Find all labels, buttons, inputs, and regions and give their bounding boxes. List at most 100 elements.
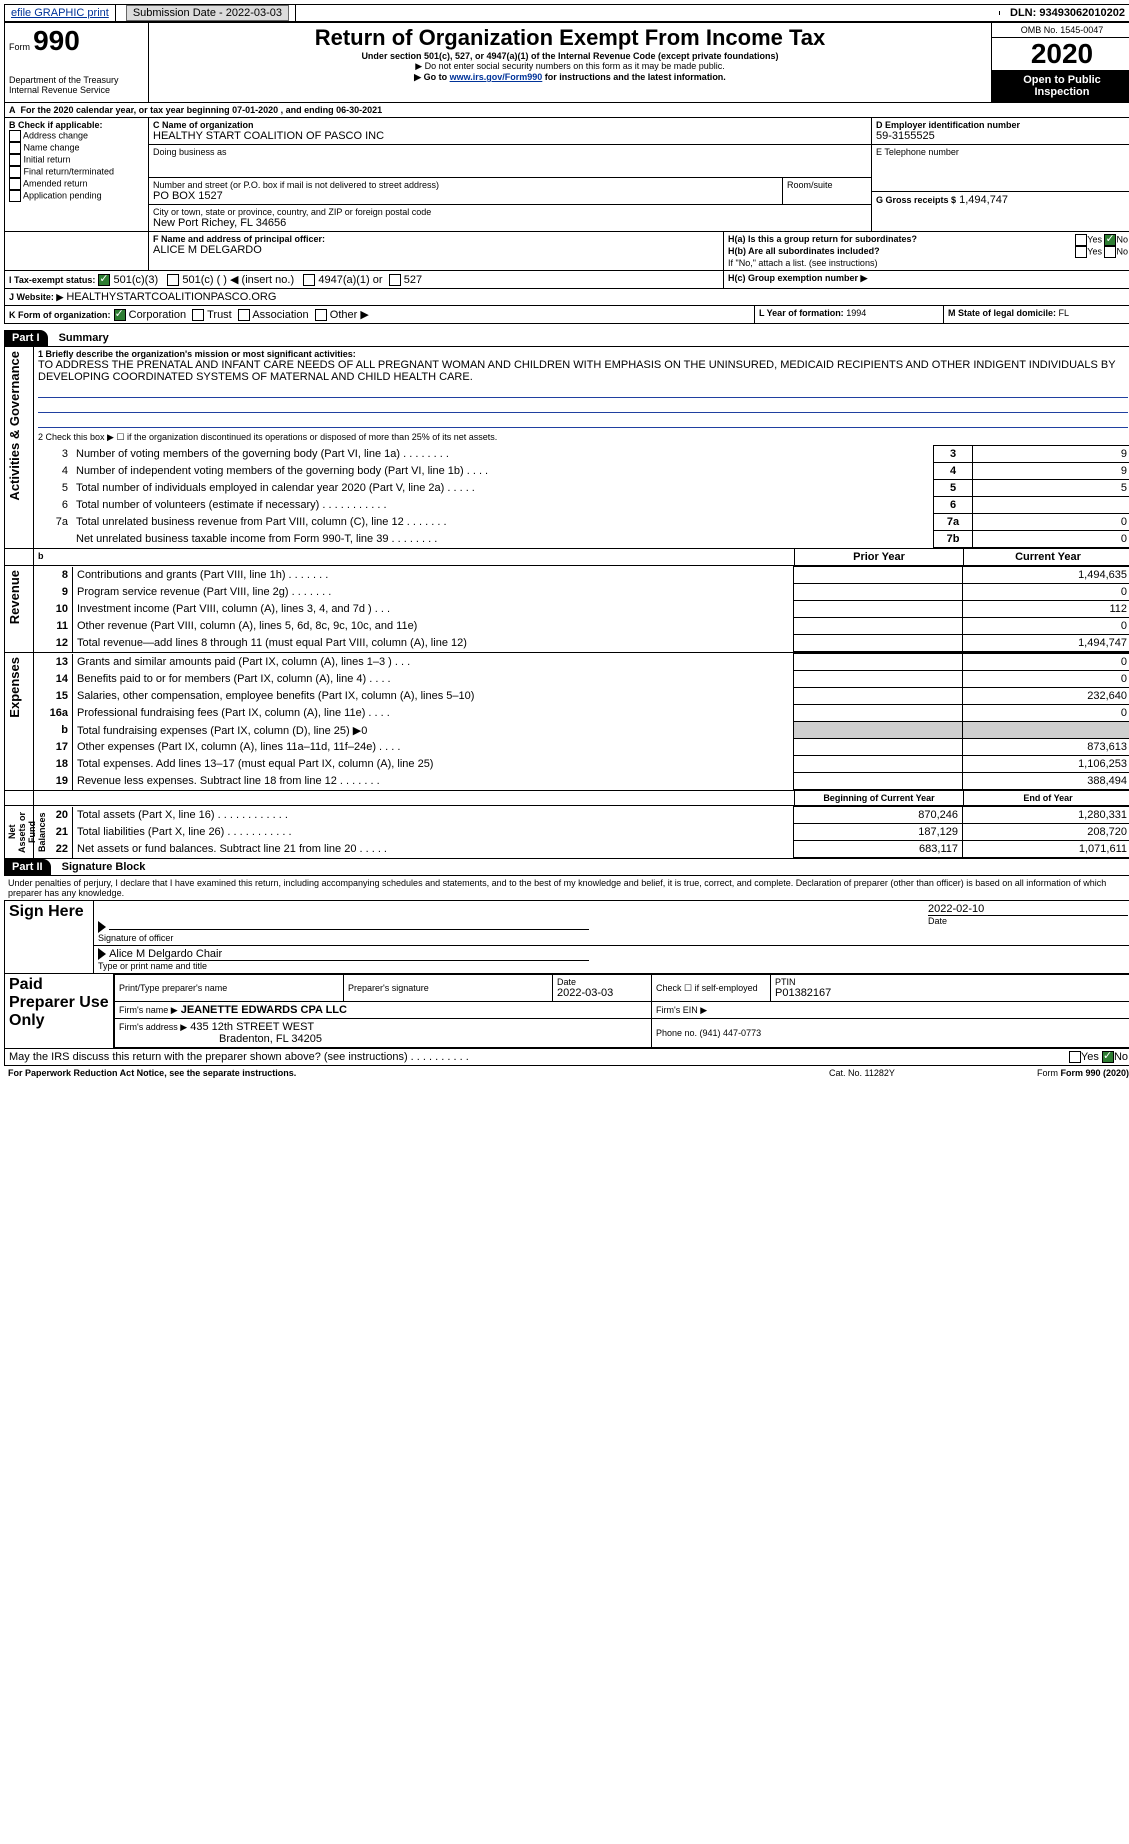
table-row: Net unrelated business taxable income fr… [34,531,1129,548]
corp-checkbox[interactable] [114,309,126,321]
form-subtitle: Under section 501(c), 527, or 4947(a)(1)… [153,51,987,61]
table-row: 8 Contributions and grants (Part VIII, l… [34,567,1129,584]
table-row: 6 Total number of volunteers (estimate i… [34,497,1129,514]
box-d-label: D Employer identification number [876,120,1128,130]
box-k-label: K Form of organization: [9,310,111,320]
table-row: 10 Investment income (Part VIII, column … [34,601,1129,618]
ssn-note: ▶ Do not enter social security numbers o… [153,61,987,72]
table-row: 3 Number of voting members of the govern… [34,446,1129,463]
box-j-label: J Website: ▶ [9,292,63,302]
omb-label: OMB No. 1545-0047 [992,23,1129,38]
ha-no-checkbox[interactable] [1104,234,1116,246]
tax-period: A For the 2020 calendar year, or tax yea… [4,103,1129,118]
typed-name-label: Type or print name and title [98,961,1128,971]
table-row: 16a Professional fundraising fees (Part … [34,705,1129,722]
name-change-checkbox[interactable] [9,142,21,154]
cat-no: Cat. No. 11282Y [829,1068,979,1078]
part1-header: Part I [4,330,48,346]
box-h: H(a) Is this a group return for subordin… [724,232,1129,270]
trust-checkbox[interactable] [192,309,204,321]
table-row: 15 Salaries, other compensation, employe… [34,688,1129,705]
part1-title: Summary [51,330,117,346]
final-return-checkbox[interactable] [9,166,21,178]
table-net-assets: 20 Total assets (Part X, line 16) . . . … [34,806,1129,858]
other-checkbox[interactable] [315,309,327,321]
line2: 2 Check this box ▶ ☐ if the organization… [34,430,1129,445]
form-label: Form [9,42,30,52]
efile-link[interactable]: efile GRAPHIC print [5,5,116,21]
501c-checkbox[interactable] [167,274,179,286]
submission-date-button[interactable]: Submission Date - 2022-03-03 [126,5,289,21]
officer-typed-name: Alice M Delgardo Chair [109,948,589,961]
amended-checkbox[interactable] [9,178,21,190]
form-title: Return of Organization Exempt From Incom… [153,25,987,51]
inspection-box: Open to Public Inspection [992,70,1129,102]
paid-preparer-label: Paid Preparer Use Only [5,974,114,1048]
sig-triangle-icon [98,921,106,933]
dba-label: Doing business as [153,147,867,157]
box-f-label: F Name and address of principal officer: [153,234,719,244]
room-label: Room/suite [782,178,871,204]
sign-here-label: Sign Here [5,901,94,973]
dept-label: Department of the Treasury [9,75,144,85]
discuss-no-checkbox[interactable] [1102,1051,1114,1063]
gross-receipts: 1,494,747 [959,194,1008,206]
table-row: 18 Total expenses. Add lines 13–17 (must… [34,756,1129,773]
box-e-label: E Telephone number [876,147,1128,157]
part2-title: Signature Block [54,859,154,875]
dln-label: DLN: 93493062010202 [1004,5,1129,21]
discuss-question: May the IRS discuss this return with the… [9,1051,1069,1063]
table-row: 21 Total liabilities (Part X, line 26) .… [34,824,1129,841]
year-formation: 1994 [846,308,866,318]
ha-yes-checkbox[interactable] [1075,234,1087,246]
perjury-text: Under penalties of perjury, I declare th… [4,876,1129,901]
table-row: 17 Other expenses (Part IX, column (A), … [34,739,1129,756]
assoc-checkbox[interactable] [238,309,250,321]
table-row: 14 Benefits paid to or for members (Part… [34,671,1129,688]
top-bar: efile GRAPHIC print Submission Date - 20… [4,4,1129,22]
pra-notice: For Paperwork Reduction Act Notice, see … [8,1068,829,1078]
state-domicile: FL [1059,308,1070,318]
4947-checkbox[interactable] [303,274,315,286]
table-expenses: 13 Grants and similar amounts paid (Part… [34,653,1129,790]
table-row: b Total fundraising expenses (Part IX, c… [34,722,1129,739]
end-year-hdr: End of Year [963,791,1129,805]
addr-label: Number and street (or P.O. box if mail i… [153,180,778,190]
table-row: 20 Total assets (Part X, line 16) . . . … [34,807,1129,824]
527-checkbox[interactable] [389,274,401,286]
table-row: 11 Other revenue (Part VIII, column (A),… [34,618,1129,635]
irs-link[interactable]: www.irs.gov/Form990 [450,72,543,82]
box-c-label: C Name of organization [153,120,867,130]
mission-text: TO ADDRESS THE PRENATAL AND INFANT CARE … [38,359,1128,383]
table-row: 13 Grants and similar amounts paid (Part… [34,654,1129,671]
table-row: 19 Revenue less expenses. Subtract line … [34,773,1129,790]
street-address: PO BOX 1527 [153,190,778,202]
form-number: 990 [33,25,80,56]
discuss-yes-checkbox[interactable] [1069,1051,1081,1063]
app-pending-checkbox[interactable] [9,190,21,202]
box-b: B Check if applicable: Address change Na… [5,118,149,231]
addr-change-checkbox[interactable] [9,130,21,142]
table-row: 12 Total revenue—add lines 8 through 11 … [34,635,1129,652]
irs-label: Internal Revenue Service [9,85,144,95]
hb-no-checkbox[interactable] [1104,246,1116,258]
hb-yes-checkbox[interactable] [1075,246,1087,258]
vlabel-rev: Revenue [5,566,24,628]
initial-return-checkbox[interactable] [9,154,21,166]
prior-year-hdr: Prior Year [794,549,963,565]
sig-officer-label: Signature of officer [98,933,920,943]
table-revenue: 8 Contributions and grants (Part VIII, l… [34,566,1129,652]
paid-preparer-table: Print/Type preparer's name Preparer's si… [114,974,1129,1048]
table-row: 7a Total unrelated business revenue from… [34,514,1129,531]
ein-value: 59-3155525 [876,130,1128,142]
instructions-note: ▶ Go to www.irs.gov/Form990 for instruct… [153,72,987,83]
box-hc: H(c) Group exemption number ▶ [723,271,1129,288]
501c3-checkbox[interactable] [98,274,110,286]
sig-date: 2022-02-10 [928,903,1128,915]
table-row: 9 Program service revenue (Part VIII, li… [34,584,1129,601]
city-label: City or town, state or province, country… [153,207,867,217]
table-row: 5 Total number of individuals employed i… [34,480,1129,497]
current-year-hdr: Current Year [963,549,1129,565]
begin-year-hdr: Beginning of Current Year [794,791,963,805]
vlabel-ag: Activities & Governance [5,347,24,505]
